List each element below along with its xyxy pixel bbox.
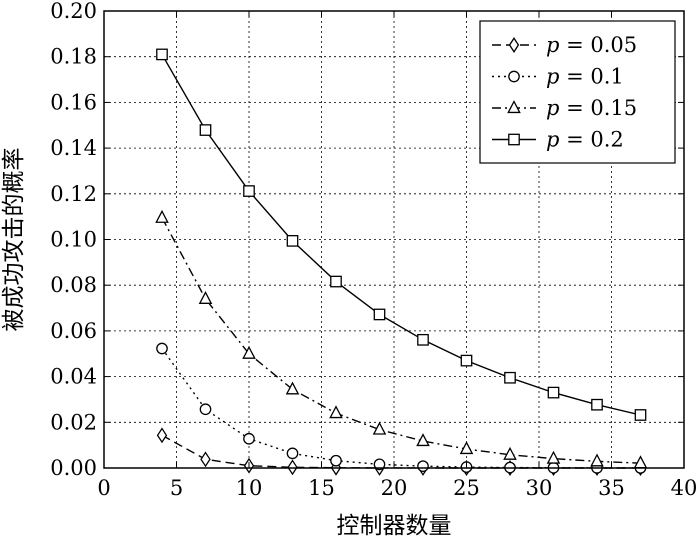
x-tick-label: 0 <box>97 476 110 500</box>
y-tick-label: 0.02 <box>50 410 97 434</box>
legend-value: = 0.05 <box>559 33 637 57</box>
legend-marker <box>508 37 520 53</box>
axis-ticks: 0 5 10 15 20 25 30 35 40 0.00 0.02 0.04 0.06 0.08 0.10… <box>50 0 697 500</box>
data-point <box>459 441 474 455</box>
x-tick-label: 15 <box>308 476 335 500</box>
x-tick-label: 10 <box>236 476 263 500</box>
y-tick-label: 0.20 <box>50 0 97 23</box>
data-point <box>199 124 212 136</box>
legend-marker <box>508 133 520 146</box>
x-tick-label: 5 <box>170 476 183 500</box>
x-tick-label: 35 <box>598 476 625 500</box>
y-tick-label: 0.12 <box>50 182 97 206</box>
data-point <box>330 454 342 467</box>
series-circle <box>156 342 647 474</box>
y-tick-label: 0.18 <box>50 45 97 69</box>
legend-value: = 0.15 <box>559 96 637 120</box>
y-tick-label: 0.10 <box>50 228 97 252</box>
data-point <box>330 275 342 288</box>
x-tick-label: 30 <box>526 476 553 500</box>
data-point <box>198 291 213 304</box>
legend-marker <box>507 100 521 114</box>
series-line <box>161 54 641 416</box>
data-point <box>546 450 561 464</box>
y-tick-label: 0.04 <box>50 365 97 389</box>
data-point <box>242 345 256 359</box>
data-point <box>243 185 255 197</box>
x-tick-label: 25 <box>453 476 480 500</box>
y-tick-label: 0.06 <box>50 319 97 343</box>
legend-variable: p <box>546 65 559 89</box>
series-line <box>161 217 641 464</box>
legend-label: p = 0.2 <box>546 128 624 152</box>
y-tick-label: 0.08 <box>50 273 97 297</box>
data-point <box>329 405 343 419</box>
legend-variable: p <box>546 96 559 120</box>
data-point <box>243 432 255 445</box>
x-tick-label: 40 <box>671 476 698 500</box>
data-point <box>156 342 168 355</box>
legend-label: p = 0.05 <box>546 33 637 57</box>
series-line <box>161 348 641 469</box>
data-point <box>503 446 517 460</box>
legend-value: = 0.1 <box>559 65 623 89</box>
data-point <box>372 421 387 435</box>
data-point <box>590 453 604 467</box>
x-axis-title: 控制器数量 <box>337 513 452 539</box>
data-point <box>286 235 299 247</box>
legend-label: p = 0.1 <box>546 65 624 89</box>
data-point <box>373 308 386 321</box>
legend-variable: p <box>546 128 559 152</box>
data-point <box>416 433 430 447</box>
y-tick-label: 0.16 <box>50 90 97 114</box>
data-point <box>634 409 647 421</box>
data-point <box>547 386 560 399</box>
y-tick-label: 0.14 <box>50 136 97 160</box>
data-point <box>156 427 168 444</box>
data-point <box>633 455 648 469</box>
legend-variable: p <box>546 33 559 57</box>
data-point <box>417 460 429 473</box>
series-triangle <box>155 209 648 469</box>
legend-value: = 0.2 <box>559 128 623 152</box>
series-square <box>156 48 647 421</box>
data-point <box>199 403 212 416</box>
data-point <box>504 371 516 384</box>
data-point <box>417 333 429 346</box>
legend: p = 0.05p = 0.1p = 0.15p = 0.2 <box>479 20 676 164</box>
grid-lines <box>104 11 684 468</box>
data-point <box>200 451 211 468</box>
legend-marker <box>508 70 520 83</box>
series-line <box>161 434 641 469</box>
x-tick-label: 20 <box>381 476 408 500</box>
data-point <box>286 447 299 460</box>
data-point <box>460 354 473 367</box>
data-point <box>285 381 300 395</box>
y-axis-title: 被成功攻击的概率 <box>1 148 27 332</box>
data-point <box>591 398 603 411</box>
data-point <box>155 209 169 223</box>
data-point <box>373 458 386 471</box>
data-point <box>156 48 168 61</box>
y-tick-label: 0.00 <box>50 456 97 480</box>
legend-label: p = 0.15 <box>546 96 637 120</box>
